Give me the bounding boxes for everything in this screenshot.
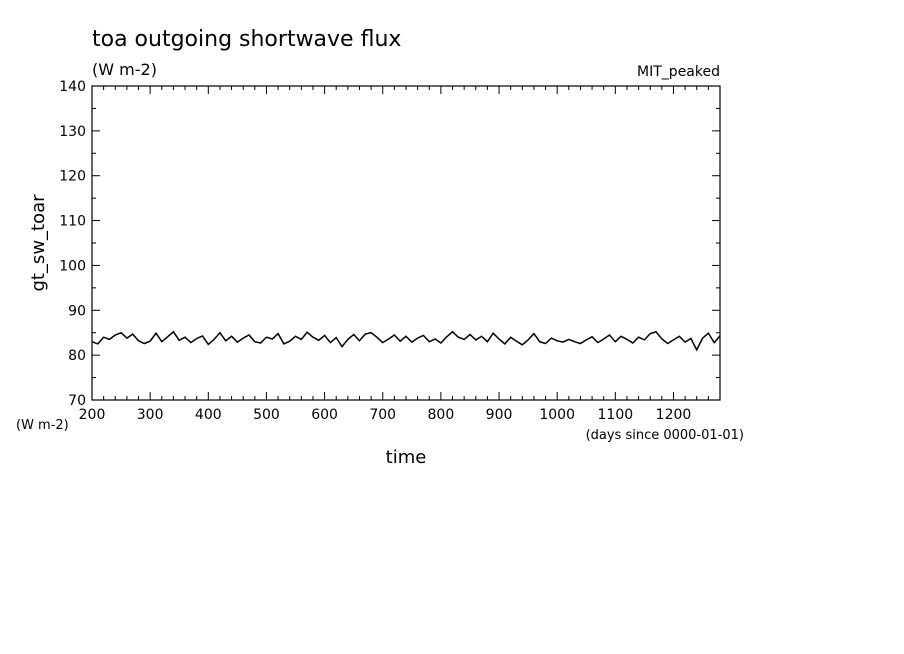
x-tick-label: 900 <box>486 407 513 423</box>
x-axis-label: time <box>386 447 427 468</box>
y-axis: 70 80 90 100 110 120 130 140 <box>59 79 720 409</box>
y-axis-label: gt_sw_toar <box>28 194 49 292</box>
x-axis-units: (days since 0000-01-01) <box>586 428 744 443</box>
plot-frame <box>91 85 721 401</box>
x-tick-label: 1100 <box>598 407 634 423</box>
y-tick-label: 100 <box>59 258 86 274</box>
y-tick-label: 130 <box>59 124 86 140</box>
x-tick-label: 1200 <box>656 407 692 423</box>
x-tick-label: 200 <box>79 407 106 423</box>
x-tick-label: 600 <box>311 407 338 423</box>
x-tick-label: 800 <box>428 407 455 423</box>
y-axis-units: (W m-2) <box>16 418 69 433</box>
y-tick-label: 110 <box>59 214 86 230</box>
y-tick-label: 80 <box>68 348 86 364</box>
x-tick-label: 500 <box>253 407 280 423</box>
x-axis: 200 300 400 500 600 700 800 900 1000 1100 1200 <box>79 86 721 423</box>
y-tick-label: 90 <box>68 303 86 319</box>
chart-annotation: MIT_peaked <box>637 64 720 80</box>
series-line <box>91 330 721 352</box>
x-tick-label: 1000 <box>539 407 575 423</box>
y-tick-label: 120 <box>59 169 86 185</box>
chart-title: toa outgoing shortwave flux <box>92 27 401 52</box>
x-tick-label: 700 <box>369 407 396 423</box>
x-tick-label: 400 <box>195 407 222 423</box>
chart-subtitle: (W m-2) <box>92 60 157 79</box>
y-tick-label: 70 <box>68 393 86 409</box>
x-tick-label: 300 <box>137 407 164 423</box>
y-tick-label: 140 <box>59 79 86 95</box>
